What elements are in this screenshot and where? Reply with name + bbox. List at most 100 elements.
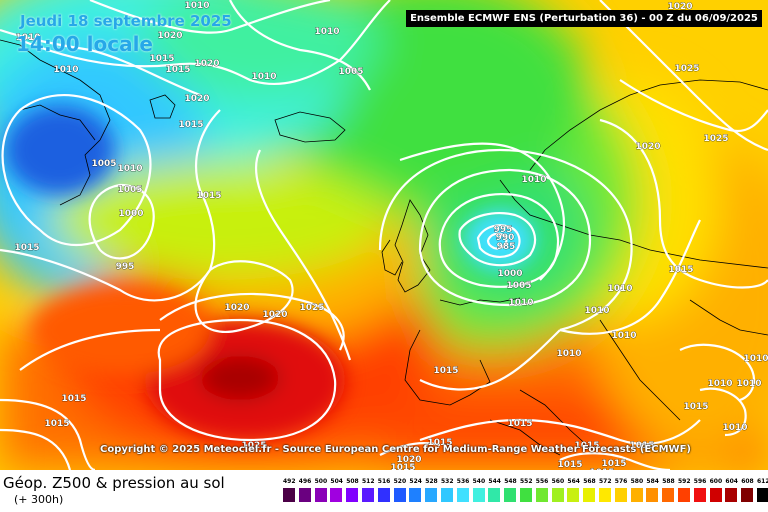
legend-swatch — [741, 488, 754, 502]
legend-label: 540 — [472, 478, 486, 485]
legend-label: 520 — [393, 478, 407, 485]
variable-title: Géop. Z500 & pression au sol — [3, 474, 225, 492]
legend-swatch — [472, 488, 485, 502]
legend-swatch — [393, 488, 406, 502]
legend-label: 568 — [583, 478, 596, 485]
legend-swatch — [757, 488, 768, 502]
legend-label: 552 — [520, 478, 533, 485]
isobar-label: 1015 — [44, 419, 69, 429]
isobar-label: 1015 — [178, 120, 203, 130]
isobar-label: 1000 — [118, 209, 143, 219]
isobar-label: 1025 — [299, 303, 324, 313]
copyright-notice: Copyright © 2025 Meteociel.fr - Source E… — [100, 444, 691, 455]
isobar-label: 990 — [496, 233, 515, 243]
isobar-label: 1025 — [674, 64, 699, 74]
isobar-label: 1015 — [507, 419, 532, 429]
legend-label: 584 — [646, 478, 659, 485]
isobar-label: 995 — [116, 262, 135, 272]
isobar-label: 1020 — [157, 31, 182, 41]
isobar-label: 1015 — [683, 402, 708, 412]
isobar-label: 1020 — [184, 94, 209, 104]
isobar-label: 1015 — [574, 441, 599, 451]
z500-color-field — [0, 0, 768, 470]
isobar-label: 1010 — [736, 379, 761, 389]
legend-label: 556 — [535, 478, 549, 485]
legend-label: 536 — [456, 478, 470, 485]
legend-label: 528 — [425, 478, 438, 485]
isobar-label: 1010 — [314, 27, 339, 37]
isobar-label: 1010 — [556, 349, 581, 359]
legend-label: 548 — [504, 478, 517, 485]
legend-swatch — [630, 488, 643, 502]
forecast-time: 14:00 locale — [16, 32, 153, 56]
forecast-lead-time: (+ 300h) — [14, 493, 64, 506]
legend-swatch — [709, 488, 722, 502]
legend-label: 524 — [409, 478, 422, 485]
legend-label: 532 — [441, 478, 454, 485]
legend-label: 596 — [693, 478, 707, 485]
isobar-label: 1010 — [53, 65, 78, 75]
legend-swatch — [504, 488, 517, 502]
isobar-label: 1010 — [707, 379, 732, 389]
isobar-label: 995 — [494, 225, 513, 235]
isobar-label: 1015 — [433, 366, 458, 376]
legend-swatch — [456, 488, 469, 502]
legend-swatch — [520, 488, 532, 502]
isobar-label: 1015 — [14, 243, 39, 253]
isobar-label: 1025 — [703, 134, 728, 144]
legend-swatch — [330, 488, 343, 502]
legend-swatch — [662, 488, 675, 502]
isobar-label: 1015 — [557, 460, 582, 470]
isobar-label: 1020 — [194, 59, 219, 69]
legend-swatch — [283, 488, 295, 502]
isobars — [0, 0, 768, 470]
isobar-label: 1010 — [722, 423, 747, 433]
isobar-label: 1005 — [506, 281, 531, 291]
legend-swatch — [614, 488, 627, 502]
legend-label: 592 — [678, 478, 691, 485]
isobar-label: 1025 — [241, 441, 266, 451]
legend-swatch — [646, 488, 659, 502]
legend-label: 576 — [614, 478, 628, 485]
isobar-label: 1005 — [117, 185, 142, 195]
isobar-label: 1015 — [61, 394, 86, 404]
isobar-label: 1010 — [15, 33, 40, 43]
isobar-label: 1015 — [390, 463, 415, 470]
isobar-label: 1010 — [508, 298, 533, 308]
isobar-label: 1015 — [668, 265, 693, 275]
legend-label: 572 — [599, 478, 612, 485]
isobar-label: 1010 — [611, 331, 636, 341]
legend-swatch — [551, 488, 564, 502]
isobar-label: 1010 — [184, 1, 209, 11]
color-legend: 492 496 500 504 508 512 516 520 524 528 532 536 540 5… — [283, 478, 768, 504]
legend-label: 604 — [725, 478, 738, 485]
legend-label: 496 — [298, 478, 312, 485]
legend-label: 504 — [330, 478, 343, 485]
legend-swatch — [298, 488, 311, 502]
isobar-label: 1020 — [262, 310, 287, 320]
isobar-label: 1020 — [224, 303, 249, 313]
legend-swatch — [678, 488, 690, 502]
isobar-label: 1010 — [251, 72, 276, 82]
legend-label: 612 — [757, 478, 768, 485]
legend-label: 508 — [346, 478, 359, 485]
model-run-title: Ensemble ECMWF ENS (Perturbation 36) - 0… — [406, 10, 762, 27]
isobar-label: 1020 — [396, 455, 421, 465]
isobar-label: 1005 — [91, 159, 116, 169]
legend-swatch — [346, 488, 359, 502]
isobar-label: 1015 — [629, 441, 654, 451]
isobar-label: 1015 — [165, 65, 190, 75]
legend-label: 564 — [567, 478, 580, 485]
legend-swatch — [425, 488, 438, 502]
legend-swatch — [314, 488, 327, 502]
legend-label: 600 — [709, 478, 723, 485]
legend-label: 516 — [377, 478, 391, 485]
isobar-label: 1005 — [338, 67, 363, 77]
legend-swatch — [441, 488, 453, 502]
isobar-label: 1000 — [497, 269, 522, 279]
isobar-label: 1010 — [117, 164, 142, 174]
legend-swatch — [535, 488, 548, 502]
